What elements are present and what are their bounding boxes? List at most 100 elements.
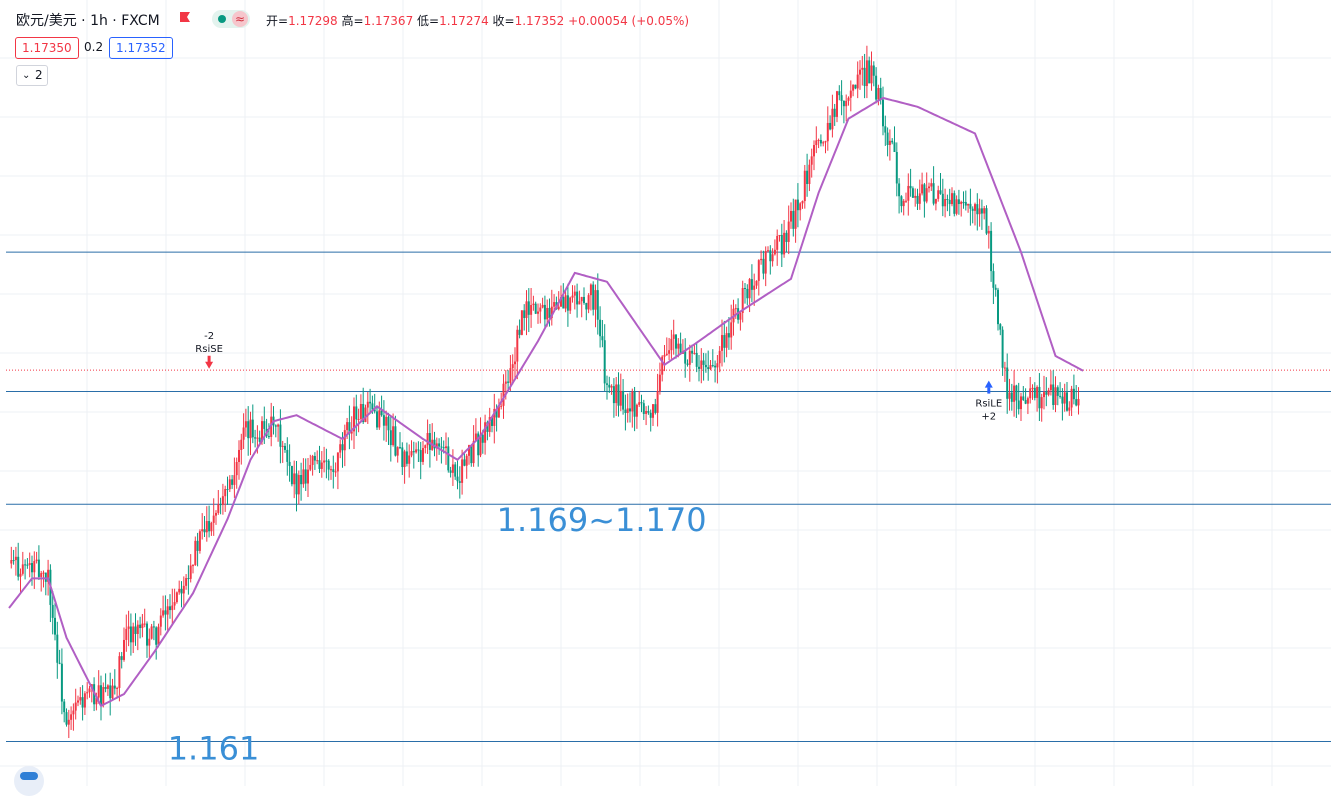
candle-body [468,445,470,456]
candle-body [930,183,933,187]
collapse-indicators-button[interactable]: ⌄ 2 [16,65,48,86]
candle-body [258,437,261,442]
indicator-toggle[interactable]: ≈ [212,10,250,28]
candle-body [877,87,880,100]
candle-body [26,564,29,566]
candle-body [957,199,960,205]
buy-price-button[interactable]: 1.17352 [109,37,173,59]
candle-body [527,301,530,315]
candle-body [974,204,976,211]
candle-body [594,290,597,310]
candle-body [224,489,227,497]
candle-body [750,279,753,290]
candle-body [72,710,75,715]
candle-body [37,559,40,577]
candle-body [569,297,572,311]
sell-price-button[interactable]: 1.17350 [15,37,79,59]
candle-body [173,602,176,606]
candle-body [905,200,907,202]
candle-body [833,108,836,117]
candle-body [316,460,319,462]
candle-body [336,452,339,472]
candle-body [1063,392,1066,404]
candle-body [658,374,661,392]
candle-body [649,412,652,418]
candle-body [859,69,861,75]
candle-body [953,193,956,214]
candle-body [698,366,700,369]
candle-body [990,230,993,272]
candle-body [228,479,231,490]
candle-body [123,639,125,660]
candle-body [578,301,581,305]
candle-body [847,97,850,101]
candle-body [806,170,809,185]
candle-body [233,475,236,485]
candle-body [557,306,560,310]
candle-body [332,469,335,472]
candle-body [727,333,730,338]
candle-body [403,451,406,468]
candle-body [596,290,599,320]
candle-body [585,302,588,310]
candle-body [796,199,799,211]
candle-body [451,464,454,473]
candle-body [964,202,967,206]
candle-body [801,201,804,204]
candle-body [1013,385,1016,402]
candle-body [247,421,250,439]
candle-body [829,122,832,130]
candle-body [1038,386,1041,409]
tradingview-logo-icon[interactable] [14,766,44,796]
candle-body [116,687,119,689]
candle-body [893,142,896,153]
candle-body [886,132,889,145]
candle-body [744,288,746,290]
symbol-title[interactable]: 欧元/美元 · 1h · FXCM [16,13,160,29]
candle-body [389,430,392,446]
candle-body [695,352,698,367]
candle-body [88,688,91,693]
candle-body [638,402,641,405]
candle-body [70,714,73,720]
candle-body [1040,397,1043,409]
candle-body [734,308,737,310]
candle-body [663,354,666,357]
candle-body [67,719,70,725]
candle-body [691,350,694,354]
candle-body [187,578,190,580]
candle-body [730,322,733,338]
candle-body [279,424,282,447]
candle-body [318,460,321,469]
candle-body [813,145,815,157]
candle-body [267,436,270,438]
low-value: 1.17274 [439,14,489,28]
candle-body [497,406,500,418]
candle-body [576,291,579,305]
change-value: +0.00054 (+0.05%) [568,14,690,28]
candle-body [640,402,643,404]
candle-body [530,305,533,315]
candle-body [495,408,498,418]
candle-body [396,447,399,456]
candle-body [746,288,749,299]
open-label: 开= [266,14,289,28]
candle-body [194,540,197,566]
candle-body [870,65,873,84]
candle-body [281,445,284,447]
candle-body [824,141,827,143]
candle-body [104,686,107,689]
candle-body [136,624,139,634]
candle-body [652,404,654,418]
candle-body [1066,392,1068,411]
candle-body [274,425,277,427]
candle-body [350,431,353,434]
candle-body [284,445,286,450]
candle-body [928,186,930,189]
candle-body [509,368,512,383]
candle-body [725,333,728,348]
candle-body [762,258,765,274]
candle-body [353,406,355,432]
candle-body [502,383,505,406]
